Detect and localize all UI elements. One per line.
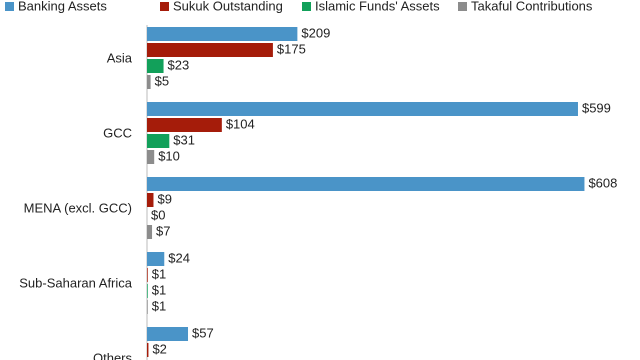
value-label: $608 xyxy=(588,175,617,190)
bar xyxy=(147,177,585,191)
bar xyxy=(147,59,164,73)
legend-label: Takaful Contributions xyxy=(471,0,593,13)
category-label: Others xyxy=(93,350,133,360)
legend-label: Banking Assets xyxy=(18,0,107,13)
bar xyxy=(147,252,165,266)
bar xyxy=(147,134,170,148)
legend-label: Sukuk Outstanding xyxy=(173,0,283,13)
value-label: $0 xyxy=(151,207,165,222)
value-label: $7 xyxy=(156,223,170,238)
value-label: $23 xyxy=(168,57,190,72)
bar xyxy=(147,102,578,116)
value-label: $31 xyxy=(173,132,195,147)
category-label: Asia xyxy=(107,50,133,65)
value-label: $2 xyxy=(152,341,166,356)
value-label: $9 xyxy=(157,191,171,206)
legend-swatch xyxy=(160,2,169,11)
value-label: $24 xyxy=(168,250,190,265)
value-label: $5 xyxy=(155,73,169,88)
value-label: $10 xyxy=(158,148,180,163)
legend-swatch xyxy=(458,2,467,11)
legend-swatch xyxy=(302,2,311,11)
value-label: $1 xyxy=(152,282,166,297)
value-label: $104 xyxy=(226,116,255,131)
category-label: MENA (excl. GCC) xyxy=(24,200,132,215)
value-label: $175 xyxy=(277,41,306,56)
value-label: $209 xyxy=(301,25,330,40)
bar xyxy=(147,75,151,89)
bar xyxy=(147,193,154,207)
value-label: $1 xyxy=(152,266,166,281)
bar xyxy=(147,150,155,164)
bar xyxy=(147,268,148,282)
value-label: $1 xyxy=(152,298,166,313)
bar xyxy=(147,327,189,341)
category-label: GCC xyxy=(103,125,132,140)
bar xyxy=(147,225,153,239)
bar xyxy=(147,343,149,357)
bar xyxy=(147,43,273,57)
bar xyxy=(147,284,148,298)
bar xyxy=(147,27,298,41)
legend-label: Islamic Funds' Assets xyxy=(315,0,440,13)
category-label: Sub-Saharan Africa xyxy=(19,275,133,290)
legend-swatch xyxy=(5,2,14,11)
bar xyxy=(147,118,222,132)
bar xyxy=(147,300,148,314)
value-label: $599 xyxy=(582,100,611,115)
value-label: $57 xyxy=(192,325,214,340)
